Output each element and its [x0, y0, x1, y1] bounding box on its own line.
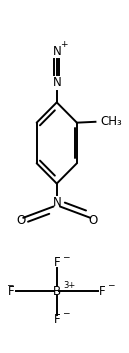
Text: F: F — [53, 257, 60, 269]
Text: N: N — [52, 197, 61, 209]
Text: F: F — [8, 285, 15, 298]
Text: +: + — [60, 40, 68, 49]
Text: F: F — [99, 285, 105, 298]
Text: −: − — [62, 252, 69, 261]
Text: O: O — [16, 214, 25, 227]
Text: −: − — [62, 309, 69, 318]
Text: F: F — [53, 313, 60, 326]
Text: O: O — [88, 214, 98, 227]
Text: N: N — [52, 77, 61, 89]
Text: B: B — [53, 285, 61, 298]
Text: 3+: 3+ — [63, 281, 75, 290]
Text: N: N — [52, 45, 61, 58]
Text: −: − — [6, 280, 13, 289]
Text: CH₃: CH₃ — [101, 115, 122, 128]
Text: −: − — [107, 280, 115, 289]
